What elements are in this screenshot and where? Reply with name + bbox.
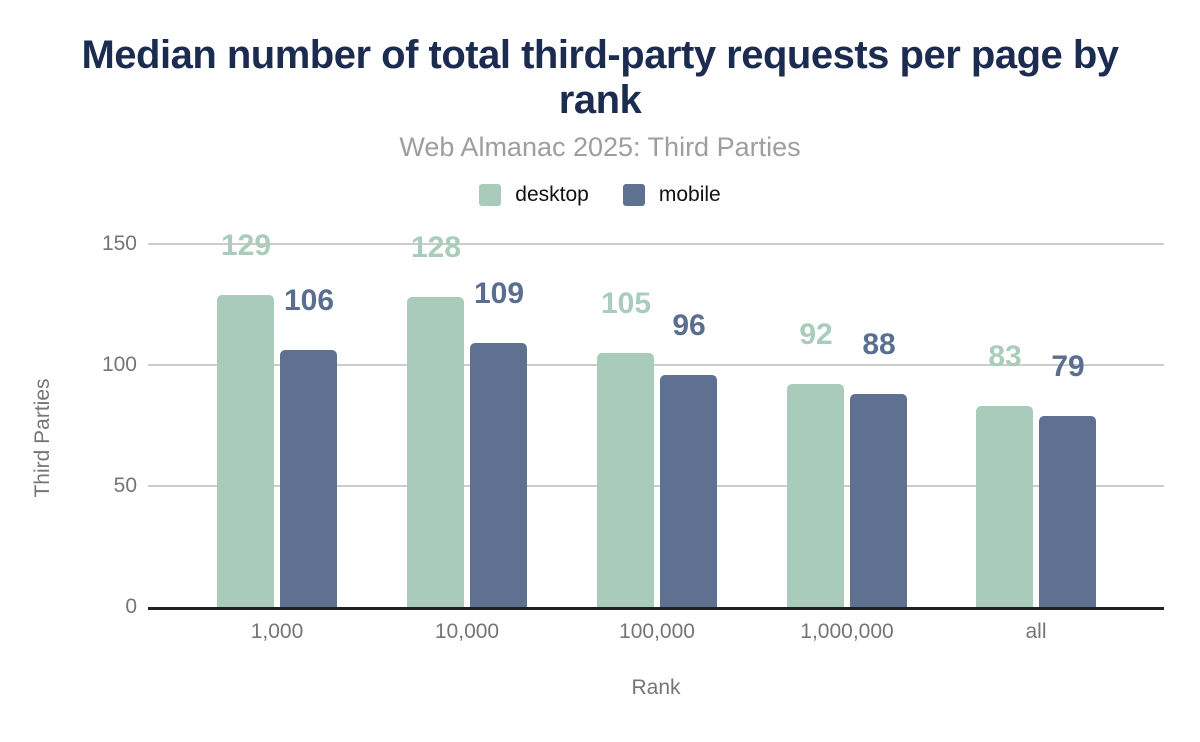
legend-item-mobile[interactable]: mobile bbox=[622, 183, 721, 207]
bar-mobile-100,000[interactable] bbox=[660, 375, 717, 607]
x-tick-label-1,000,000: 1,000,000 bbox=[800, 620, 894, 643]
bar-mobile-1,000[interactable] bbox=[280, 350, 337, 607]
bar-desktop-1,000,000[interactable] bbox=[787, 384, 844, 607]
bar-desktop-all[interactable] bbox=[976, 406, 1033, 607]
x-tick-label-100,000: 100,000 bbox=[619, 620, 695, 643]
x-axis-title: Rank bbox=[631, 676, 681, 699]
y-tick-label-150: 150 bbox=[101, 232, 137, 255]
gridline-150 bbox=[148, 243, 1164, 245]
bar-mobile-all[interactable] bbox=[1039, 416, 1096, 607]
bar-mobile-10,000[interactable] bbox=[470, 343, 527, 607]
bar-desktop-1,000[interactable] bbox=[217, 295, 274, 607]
y-tick-label-100: 100 bbox=[101, 353, 137, 376]
legend-label-mobile: mobile bbox=[658, 183, 721, 206]
bar-value-label-mobile-all: 79 bbox=[1051, 350, 1085, 383]
bar-desktop-10,000[interactable] bbox=[407, 297, 464, 607]
bar-value-label-desktop-1,000: 129 bbox=[220, 229, 272, 262]
bar-value-label-desktop-1,000,000: 92 bbox=[799, 318, 833, 351]
y-tick-label-50: 50 bbox=[113, 474, 137, 497]
x-tick-label-all: all bbox=[1025, 620, 1047, 643]
legend-swatch-mobile bbox=[622, 184, 645, 206]
gridline-50 bbox=[148, 485, 1164, 487]
bar-value-label-desktop-10,000: 128 bbox=[410, 231, 462, 264]
x-axis-baseline bbox=[148, 607, 1164, 610]
x-tick-label-1,000: 1,000 bbox=[250, 620, 304, 643]
chart-subtitle: Web Almanac 2025: Third Parties bbox=[399, 132, 801, 162]
bar-desktop-100,000[interactable] bbox=[597, 353, 654, 607]
bar-value-label-desktop-100,000: 105 bbox=[600, 287, 652, 320]
y-axis-title: Third Parties bbox=[31, 378, 54, 498]
legend-swatch-desktop bbox=[479, 184, 502, 206]
legend-label-desktop: desktop bbox=[515, 183, 589, 206]
gridline-100 bbox=[148, 364, 1164, 366]
x-tick-label-10,000: 10,000 bbox=[434, 620, 500, 643]
legend-item-desktop[interactable]: desktop bbox=[479, 183, 589, 207]
bar-value-label-mobile-10,000: 109 bbox=[473, 277, 525, 310]
bar-value-label-mobile-1,000,000: 88 bbox=[862, 328, 896, 361]
chart-title: Median number of total third-party reque… bbox=[81, 33, 1119, 123]
bar-value-label-mobile-100,000: 96 bbox=[672, 309, 706, 342]
y-tick-label-0: 0 bbox=[125, 595, 137, 618]
bar-mobile-1,000,000[interactable] bbox=[850, 394, 907, 607]
bar-value-label-desktop-all: 83 bbox=[988, 340, 1022, 373]
legend: desktop mobile bbox=[0, 183, 1200, 207]
bar-value-label-mobile-1,000: 106 bbox=[283, 284, 335, 317]
